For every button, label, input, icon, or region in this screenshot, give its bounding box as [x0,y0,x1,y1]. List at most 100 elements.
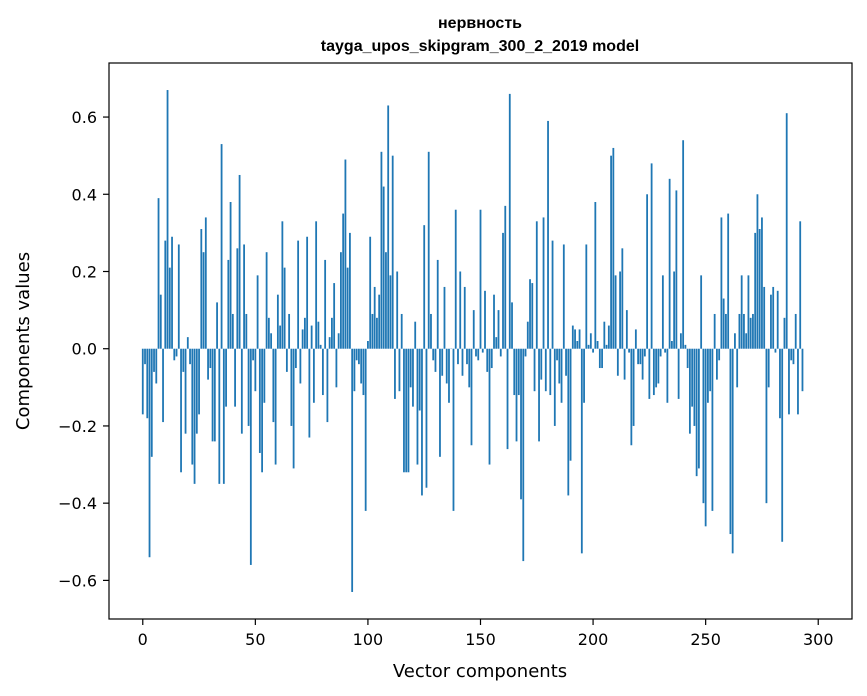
bar [421,348,423,496]
bar [547,120,549,349]
bar [457,348,459,365]
bar [580,348,583,554]
bar [648,348,651,399]
bar [511,302,513,349]
bar [198,348,200,415]
bar [186,337,189,349]
bar [486,348,489,372]
bar [333,283,336,349]
bar [416,348,419,465]
bar [632,348,635,426]
bar [524,348,527,357]
bar [344,159,347,349]
bar [328,337,331,349]
bar [659,348,662,357]
bar [585,244,588,349]
bar [531,283,534,349]
bar [594,202,597,349]
bar [628,348,630,353]
bar [562,244,565,349]
y-tick-label: −0.4 [58,494,97,513]
bar [319,344,322,349]
bar [247,348,250,426]
bar [308,348,311,438]
bar [425,348,428,488]
bar [394,348,396,399]
bar [684,344,687,349]
bar [538,348,540,442]
bar [619,271,621,349]
bar [493,294,495,349]
bar [652,348,655,396]
bar [587,344,590,349]
bar [204,217,207,349]
bar [677,348,680,399]
y-axis-label: Components values [13,252,34,430]
bar [472,310,475,349]
bar [731,348,734,554]
bar [698,348,700,469]
bar [560,348,563,403]
bar [734,333,736,349]
bar [168,267,171,349]
bar [173,348,176,361]
bar [342,213,345,349]
bar [211,348,214,442]
bar [569,348,572,461]
bar [468,348,471,388]
bar [623,348,626,380]
bar [761,217,763,349]
bar [752,313,754,349]
bar [171,236,173,349]
bar [234,348,236,407]
bar [202,252,205,349]
bar [475,348,477,357]
bar [801,348,804,392]
bar [709,348,712,392]
bar [641,348,644,380]
bar [288,313,291,349]
bar [209,348,212,369]
bar [504,205,507,349]
bar [391,155,394,349]
chart-title: нервность [438,15,522,32]
bar [596,341,599,349]
bar [686,348,689,369]
bar [191,348,194,465]
bar [502,232,504,349]
bar [788,348,790,415]
bar [358,348,360,365]
bar [254,348,257,392]
bar [722,298,725,349]
bar [756,194,759,349]
bar [463,286,466,349]
bar [238,174,241,349]
bar [382,186,385,349]
bar [785,113,788,349]
y-tick-label: 0.6 [72,108,97,127]
bar [378,294,381,349]
bar [571,325,574,349]
bar [252,348,254,361]
bar [713,313,716,349]
bar [443,286,446,349]
bar [346,267,349,349]
bar [400,313,403,349]
bar [398,348,401,392]
bar [567,348,570,496]
bar [184,348,187,434]
bar [231,313,234,349]
bar [495,337,498,349]
bar [367,341,369,349]
bar [229,202,232,349]
bar [182,348,185,372]
y-tick-label: −0.2 [58,417,97,436]
bar [767,348,770,388]
bar [321,348,324,396]
bar [490,348,493,369]
bar [716,348,718,380]
bar [610,155,612,349]
bar [797,348,799,415]
bar [616,348,619,376]
